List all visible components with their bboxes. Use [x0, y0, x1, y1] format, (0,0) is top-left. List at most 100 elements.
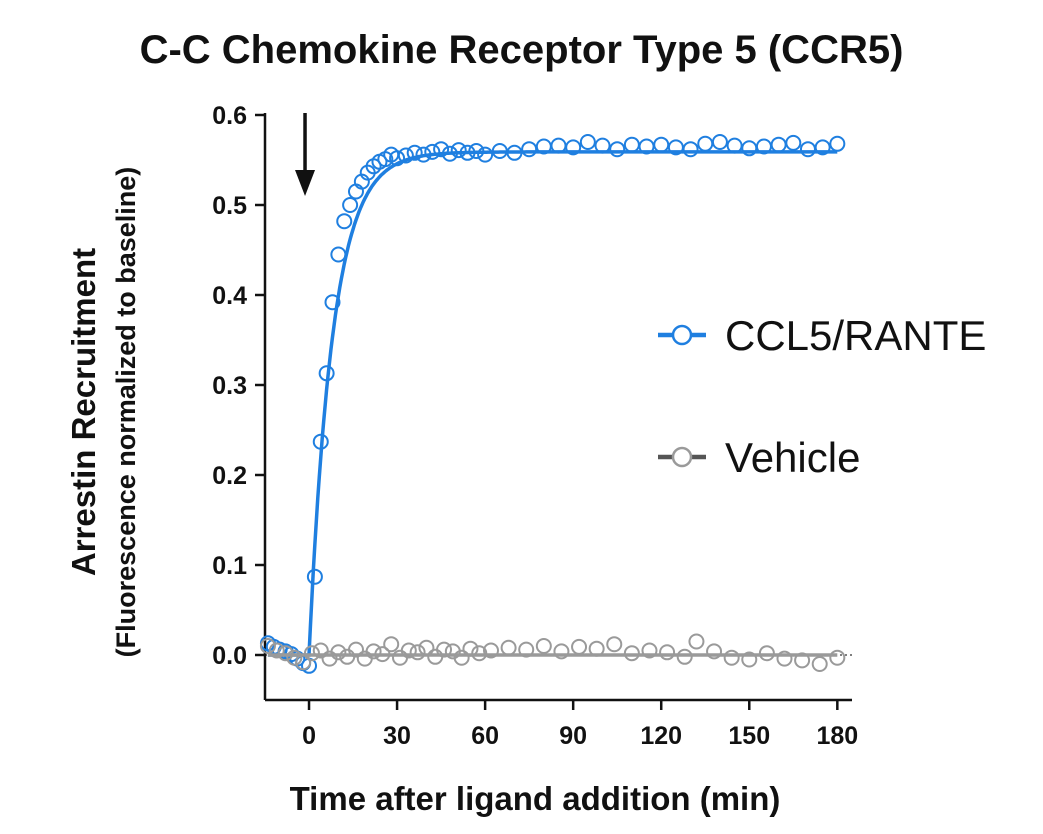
- series-1-point-32: [606, 636, 623, 653]
- series-1-point-39: [723, 649, 740, 666]
- y-tick-label-5: 0.5: [212, 192, 247, 220]
- legend: CCL5/RANTE Vehicle: [658, 312, 986, 481]
- y-tick-label-4: 0.4: [212, 282, 247, 310]
- series-1-point-37: [688, 633, 705, 650]
- series-0-point-56: [829, 135, 846, 152]
- series-1-point-41: [758, 645, 775, 662]
- series-0-point-29: [450, 142, 467, 159]
- x-tick-label-5: 150: [728, 722, 770, 750]
- series-1-point-44: [811, 656, 828, 672]
- tick-marks: 0.0 0.1 0.2 0.3 0.4 0.5 0.6 0 30 60 90 120 150 180: [212, 102, 858, 750]
- series-1-point-19: [427, 648, 444, 665]
- series-1-point-34: [641, 642, 658, 659]
- legend-label-0: CCL5/RANTE: [725, 312, 986, 359]
- series-0-point-47: [697, 135, 714, 152]
- series-0-point-49: [726, 137, 743, 154]
- series-0-point-53: [785, 134, 802, 151]
- series-1-point-24: [471, 645, 488, 662]
- series-1-point-22: [453, 649, 470, 666]
- series-0-point-28: [441, 145, 458, 162]
- series-1-point-31: [588, 640, 605, 657]
- series-0-point-35: [521, 141, 538, 158]
- series-1-point-29: [553, 643, 570, 660]
- annotations: [295, 113, 316, 196]
- series-1-point-4: [295, 654, 312, 671]
- series-1-point-3: [286, 649, 303, 666]
- series-0-point-24: [406, 144, 423, 161]
- series-1-point-2: [277, 645, 294, 662]
- series-1-point-10: [347, 641, 364, 658]
- series-1-point-9: [339, 648, 356, 665]
- y-tick-label-0: 0.0: [212, 642, 247, 670]
- series-0-point-14: [342, 197, 359, 213]
- series-1: [259, 633, 846, 672]
- y-tick-label-1: 0.1: [212, 552, 247, 580]
- series-1-point-12: [365, 643, 382, 660]
- series-1-point-42: [776, 650, 793, 667]
- series-0-point-55: [814, 139, 831, 156]
- x-tick-label-1: 30: [383, 722, 411, 750]
- series-0: [259, 134, 846, 674]
- series-1-point-0: [259, 638, 276, 654]
- series-0-point-9: [312, 433, 329, 450]
- series-1-point-1: [268, 642, 285, 659]
- axes: [263, 113, 852, 702]
- series-1-point-40: [741, 651, 758, 668]
- series-0-point-13: [336, 213, 353, 230]
- series-0-fit-line: [267, 150, 838, 657]
- series-0-point-44: [653, 136, 670, 153]
- series-1-point-16: [400, 642, 417, 659]
- x-tick-label-0: 0: [302, 722, 316, 750]
- series-0-point-34: [506, 144, 523, 161]
- series-0-point-40: [594, 137, 611, 154]
- arrow-head: [295, 170, 316, 196]
- series-1-point-36: [676, 648, 693, 665]
- series-0-point-25: [415, 146, 432, 163]
- x-tick-label-2: 60: [471, 722, 499, 750]
- series-1-point-5: [303, 645, 320, 662]
- series-1-point-14: [383, 636, 400, 653]
- series-1-point-28: [535, 638, 552, 654]
- series-1-point-8: [330, 644, 347, 661]
- series-0-point-30: [459, 144, 476, 161]
- series-1-point-38: [706, 643, 723, 660]
- series-0-point-54: [799, 141, 816, 158]
- series-0-point-46: [682, 141, 699, 158]
- series-1-point-25: [482, 642, 499, 659]
- series-0-point-41: [609, 141, 626, 158]
- series-0-point-42: [623, 136, 640, 153]
- legend-marker-0: [671, 324, 693, 346]
- legend-marker-1: [671, 446, 693, 468]
- x-axis-label: Time after ligand addition (min): [289, 780, 781, 817]
- y-tick-label-3: 0.3: [212, 372, 247, 400]
- series-1-point-26: [500, 639, 517, 656]
- legend-label-1: Vehicle: [725, 434, 860, 481]
- series-0-point-10: [318, 365, 335, 382]
- series-1-point-6: [312, 642, 329, 659]
- y-tick-label-2: 0.2: [212, 462, 247, 490]
- series-0-point-52: [770, 136, 787, 153]
- series-1-point-20: [436, 641, 453, 658]
- series-1-point-23: [462, 640, 479, 657]
- series-0-point-39: [579, 134, 596, 150]
- series-1-point-30: [571, 638, 588, 655]
- series-0-point-38: [565, 139, 582, 156]
- series-1-point-18: [418, 639, 435, 656]
- chart-title: C-C Chemokine Receptor Type 5 (CCR5): [139, 28, 904, 72]
- series-1-point-13: [374, 646, 391, 663]
- series-0-point-31: [468, 143, 485, 159]
- x-tick-label-4: 120: [640, 722, 682, 750]
- series-0-point-23: [397, 147, 414, 164]
- series-0-point-27: [433, 141, 450, 158]
- series-1-point-45: [829, 649, 846, 666]
- series-0-point-12: [330, 246, 347, 263]
- series-0-point-48: [711, 134, 728, 150]
- series-1-point-43: [794, 652, 811, 669]
- y-tick-label-6: 0.6: [212, 102, 247, 130]
- x-tick-label-6: 180: [816, 722, 858, 750]
- series-1-point-33: [623, 645, 640, 662]
- series-0-point-11: [324, 294, 341, 311]
- series-1-point-15: [392, 649, 409, 666]
- series-1-point-17: [409, 644, 426, 661]
